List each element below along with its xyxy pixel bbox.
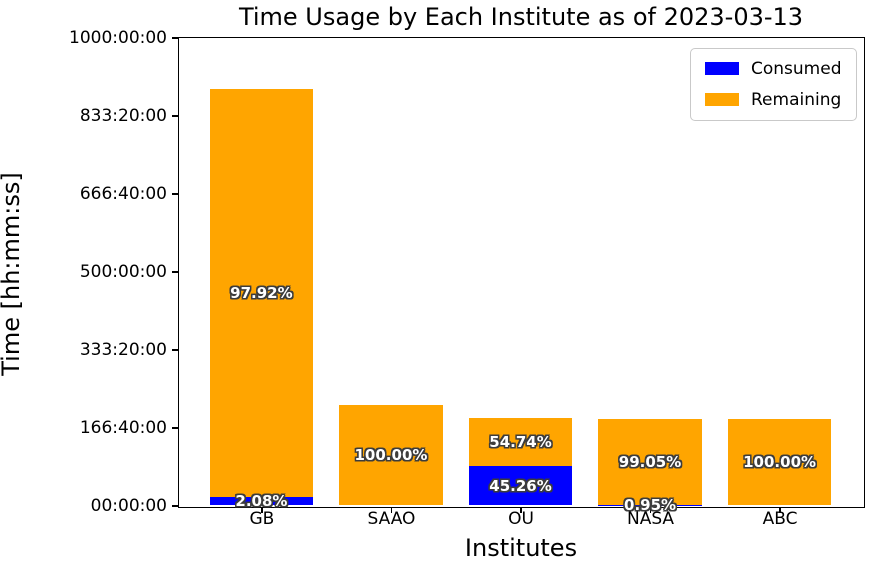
x-tick-label-NASA: NASA bbox=[626, 509, 675, 529]
x-tick-label-SAAO: SAAO bbox=[367, 509, 416, 529]
x-tick-label-GB: GB bbox=[249, 509, 275, 529]
y-tick-mark bbox=[172, 505, 178, 507]
y-axis-label: Time [hh:mm:ss] bbox=[0, 172, 25, 376]
legend-swatch-consumed bbox=[705, 62, 739, 75]
x-tick-mark-GB bbox=[261, 507, 263, 513]
x-tick-mark-SAAO bbox=[390, 507, 393, 513]
bar-label-consumed-OU: 45.26% bbox=[489, 476, 552, 495]
x-tick-mark-NASA bbox=[649, 507, 652, 513]
plot-area: 2.08% 97.92% 100.00% 45.26% 54.74% 0.95% 99.05… bbox=[177, 36, 865, 514]
x-tick-label-ABC: ABC bbox=[762, 509, 798, 529]
x-tick-mark-ABC bbox=[779, 507, 781, 513]
y-tick-mark bbox=[172, 271, 178, 273]
bar-segment-remaining-OU bbox=[468, 418, 573, 467]
chart-title: Time Usage by Each Institute as of 2023-… bbox=[238, 3, 804, 31]
y-tick-label-00:00:00: 00:00:00 bbox=[90, 496, 167, 516]
bar-label-consumed-GB: 2.08% bbox=[235, 492, 288, 511]
y-tick-label-666:40:00: 666:40:00 bbox=[79, 183, 167, 204]
bar-segment-remaining-NASA bbox=[598, 419, 702, 505]
x-tick-mark-OU bbox=[520, 507, 522, 513]
plot-inner: 2.08% 97.92% 100.00% 45.26% 54.74% 0.95% 99.05… bbox=[179, 38, 863, 514]
legend: Consumed Remaining bbox=[690, 47, 857, 121]
x-tick-label-OU: OU bbox=[508, 509, 534, 529]
y-tick-label-1000:00:00: 1000:00:00 bbox=[69, 28, 167, 48]
bar-label-remaining-NASA: 99.05% bbox=[618, 453, 682, 472]
bar-label-remaining-SAAO: 100.00% bbox=[354, 446, 428, 465]
bar-label-remaining-ABC: 100.00% bbox=[743, 453, 817, 472]
x-axis-label: Institutes bbox=[464, 534, 578, 562]
bar-segment-remaining-SAAO bbox=[339, 405, 443, 506]
y-tick-mark bbox=[172, 349, 178, 351]
y-tick-label-333:20:00: 333:20:00 bbox=[79, 340, 167, 360]
bar-label-remaining-OU: 54.74% bbox=[489, 433, 552, 452]
bar-label-remaining-GB: 97.92% bbox=[230, 283, 293, 302]
legend-label-consumed: Consumed bbox=[751, 58, 842, 79]
bar-segment-consumed-GB bbox=[209, 496, 314, 506]
y-tick-mark bbox=[172, 193, 178, 195]
bar-segment-consumed-OU bbox=[468, 466, 573, 506]
legend-label-remaining: Remaining bbox=[751, 89, 842, 110]
legend-swatch-remaining bbox=[705, 93, 739, 106]
y-tick-mark bbox=[172, 37, 178, 39]
bar-segment-remaining-GB bbox=[209, 88, 314, 497]
bar-segment-remaining-ABC bbox=[727, 419, 832, 506]
bar-segment-consumed-NASA bbox=[598, 504, 702, 506]
legend-entry-remaining: Remaining bbox=[705, 90, 842, 110]
y-tick-mark bbox=[172, 115, 178, 117]
y-tick-label-166:40:00: 166:40:00 bbox=[79, 417, 167, 438]
y-tick-mark bbox=[172, 427, 178, 429]
y-tick-label-500:00:00: 500:00:00 bbox=[79, 262, 167, 282]
bar-label-consumed-NASA: 0.95% bbox=[624, 496, 677, 515]
legend-entry-consumed: Consumed bbox=[705, 59, 842, 79]
y-tick-label-833:20:00: 833:20:00 bbox=[79, 106, 167, 126]
